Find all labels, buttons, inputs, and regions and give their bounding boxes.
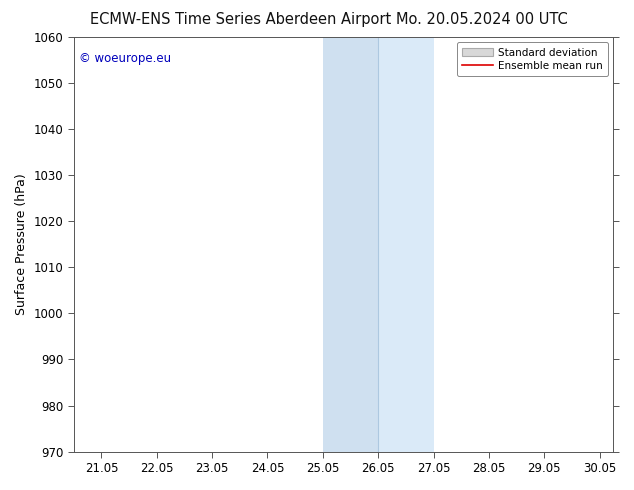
Text: Mo. 20.05.2024 00 UTC: Mo. 20.05.2024 00 UTC xyxy=(396,12,567,27)
Y-axis label: Surface Pressure (hPa): Surface Pressure (hPa) xyxy=(15,173,28,315)
Bar xyxy=(323,37,378,452)
Text: ECMW-ENS Time Series Aberdeen Airport: ECMW-ENS Time Series Aberdeen Airport xyxy=(90,12,392,27)
Bar xyxy=(378,37,434,452)
Text: © woeurope.eu: © woeurope.eu xyxy=(79,51,171,65)
Legend: Standard deviation, Ensemble mean run: Standard deviation, Ensemble mean run xyxy=(456,42,608,76)
